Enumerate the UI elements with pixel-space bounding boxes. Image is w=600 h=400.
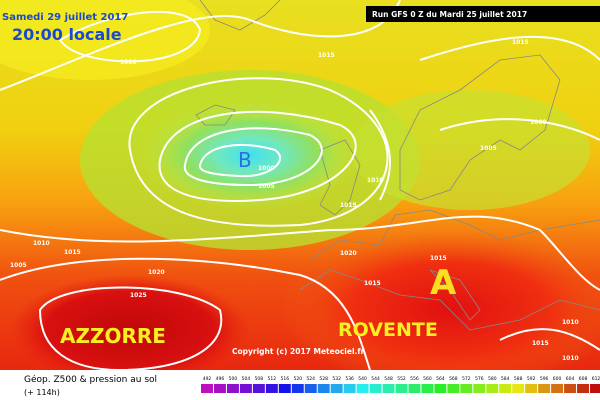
scale-label: 568 <box>449 376 458 382</box>
region-label: AZZORRE <box>60 324 166 348</box>
isobar-label: 1015 <box>430 255 447 262</box>
scale-label: 508 <box>255 376 264 382</box>
scale-swatch <box>252 384 265 393</box>
scale-label: 576 <box>475 376 484 382</box>
scale-label: 536 <box>345 376 354 382</box>
isobar-labels: 1020 1015 1015 1000 1000 1005 1010 1005 … <box>10 39 579 362</box>
run-box <box>366 6 600 22</box>
color-scale: 492 496 500 504 508 512 516 520 524 528 532 536 540 5… <box>201 376 600 393</box>
scale-swatch <box>356 384 369 393</box>
scale-label: 504 <box>242 376 251 382</box>
isobar-label: 1010 <box>562 319 579 326</box>
scale-label: 520 <box>293 376 302 382</box>
scale-swatch <box>421 384 434 393</box>
isobar-label: 1015 <box>532 340 549 347</box>
scale-label: 588 <box>514 376 523 382</box>
scale-label: 584 <box>501 376 510 382</box>
isobar-label: 1020 <box>148 269 165 276</box>
low-pressure-marker: B <box>238 148 252 172</box>
region-label: ROVENTE <box>338 319 438 341</box>
isobar-label: 1010 <box>33 240 50 247</box>
scale-swatch <box>291 384 304 393</box>
isobar-label: 1005 <box>258 183 275 190</box>
scale-label: 564 <box>436 376 445 382</box>
scale-label: 556 <box>410 376 419 382</box>
scale-swatch <box>538 384 551 393</box>
isobar-label: 1010 <box>562 355 579 362</box>
isobar-label: 1025 <box>130 292 147 299</box>
scale-label: 532 <box>332 376 341 382</box>
scale-swatch <box>564 384 577 393</box>
isobar-label: 1015 <box>512 39 529 46</box>
scale-swatch <box>317 384 330 393</box>
isobar-label: 1005 <box>10 262 27 269</box>
isobar-lines <box>0 0 600 370</box>
scale-swatch <box>460 384 473 393</box>
scale-label: 496 <box>216 376 225 382</box>
scale-swatch <box>473 384 486 393</box>
scale-label: 544 <box>371 376 380 382</box>
scale-swatch <box>330 384 343 393</box>
scale-swatch <box>434 384 447 393</box>
scale-label: 560 <box>423 376 432 382</box>
forecast-time: 20:00 locale <box>12 25 122 44</box>
scale-swatch <box>265 384 278 393</box>
isobar-label: 1015 <box>64 249 81 256</box>
scale-swatch <box>304 384 317 393</box>
scale-swatch <box>486 384 499 393</box>
scale-swatch <box>447 384 460 393</box>
scale-label: 612 <box>592 376 600 382</box>
scale-label: 608 <box>579 376 588 382</box>
scale-swatch <box>382 384 395 393</box>
scale-swatch <box>278 384 291 393</box>
scale-swatch <box>213 384 226 393</box>
high-pressure-marker: A <box>430 263 457 303</box>
run-info: Run GFS 0 Z du Mardi 25 juillet 2017 <box>372 10 527 19</box>
scale-swatch <box>408 384 421 393</box>
scale-label: 552 <box>397 376 406 382</box>
isobar-label: 1005 <box>480 145 497 152</box>
isobar-label: 1020 <box>120 59 137 66</box>
coastlines <box>195 0 600 331</box>
scale-label: 592 <box>527 376 536 382</box>
scale-swatch <box>499 384 512 393</box>
scale-label: 596 <box>540 376 549 382</box>
isobar-label: 1010 <box>367 177 384 184</box>
scale-swatch <box>239 384 252 393</box>
scale-swatch <box>512 384 525 393</box>
scale-swatch <box>369 384 382 393</box>
forecast-lead: (+ 114h) <box>24 388 60 397</box>
copyright: Copyright (c) 2017 Meteociel.fr <box>232 347 365 356</box>
scale-swatch <box>577 384 590 393</box>
scale-label: 600 <box>553 376 562 382</box>
scale-swatch <box>551 384 564 393</box>
isobar-label: 1015 <box>318 52 335 59</box>
scale-label: 528 <box>319 376 328 382</box>
scale-swatch <box>590 384 600 393</box>
scale-swatch <box>201 384 213 393</box>
scale-label: 516 <box>281 376 290 382</box>
scale-label: 572 <box>462 376 471 382</box>
scale-label: 512 <box>268 376 277 382</box>
scale-label: 500 <box>229 376 238 382</box>
scale-label: 540 <box>358 376 367 382</box>
isobar-label: 1015 <box>364 280 381 287</box>
legend-title: Géop. Z500 & pression au sol <box>24 374 157 385</box>
isobar-label: 1015 <box>340 202 357 209</box>
isobar-label: 1020 <box>340 250 357 257</box>
forecast-date: Samedi 29 juillet 2017 <box>2 12 128 23</box>
isobar-label: 1000 <box>258 165 275 172</box>
scale-swatch <box>226 384 239 393</box>
scale-label: 548 <box>384 376 393 382</box>
isobar-label: 1000 <box>530 119 547 126</box>
scale-swatch <box>395 384 408 393</box>
scale-label: 492 <box>203 376 212 382</box>
scale-swatch <box>343 384 356 393</box>
scale-swatch <box>525 384 538 393</box>
scale-label: 580 <box>488 376 497 382</box>
scale-label: 524 <box>306 376 315 382</box>
scale-label: 604 <box>566 376 575 382</box>
